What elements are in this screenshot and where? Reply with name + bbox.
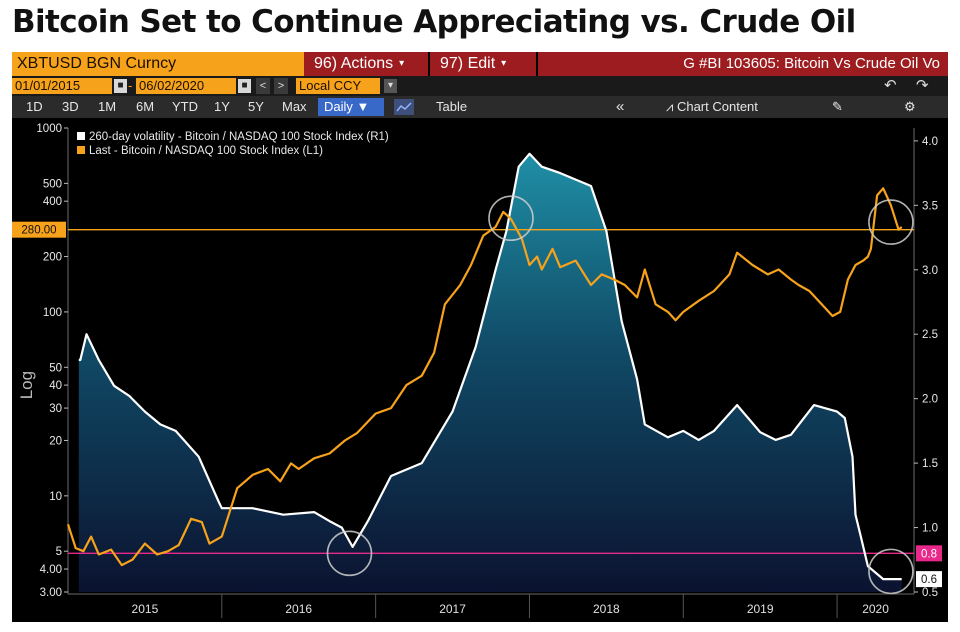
- prev-button[interactable]: <: [256, 78, 270, 94]
- right-tick-label: 1.0: [922, 523, 938, 535]
- command-bar: XBTUSD BGN Curncy 96) Actions ▾ 97) Edit ▾…: [12, 52, 948, 76]
- graph-title: G #BI 103605: Bitcoin Vs Crude Oil Vo: [538, 52, 948, 76]
- chart-content-label: Chart Content: [676, 99, 758, 114]
- left-tick-label: 30: [49, 403, 62, 415]
- collapse-button[interactable]: «: [616, 98, 625, 115]
- legend-label: 260-day volatility - Bitcoin / NASDAQ 10…: [89, 131, 389, 143]
- left-tick-label: 400: [43, 196, 62, 208]
- line-chart-icon[interactable]: [394, 99, 414, 115]
- left-tick-label: 10: [49, 491, 62, 503]
- right-tick-label: 2.0: [922, 394, 938, 406]
- reference-badge: [12, 221, 66, 238]
- left-tick-label: 20: [49, 435, 62, 447]
- chart-area: 280.000.80.6 2015 2016 2017 2018 2019 2020100…: [12, 123, 942, 618]
- edit-pencil-icon[interactable]: ✎: [832, 99, 843, 114]
- axes: 2015 2016 2017 2018 2019 20201000500400200100…: [17, 123, 938, 616]
- right-tick-label: 4.0: [922, 136, 938, 148]
- legend-box: [72, 128, 490, 164]
- circle-annotations: [326, 195, 914, 595]
- table-button[interactable]: Table: [436, 99, 468, 114]
- period-6m[interactable]: 6M: [136, 99, 155, 114]
- period-ytd[interactable]: YTD: [172, 99, 198, 114]
- series-line-volatility: [78, 152, 902, 581]
- right-tick-label: 1.5: [922, 458, 938, 470]
- period-1d[interactable]: 1D: [26, 99, 43, 114]
- frequency-label: Daily: [324, 99, 353, 114]
- circle-annotation: [326, 530, 373, 577]
- left-tick-label: 200: [43, 252, 62, 264]
- left-tick-label: 40: [49, 380, 62, 392]
- ticker-field[interactable]: XBTUSD BGN Curncy: [12, 52, 304, 76]
- left-axis-label: Log: [17, 371, 36, 399]
- x-tick-label: 2018: [593, 602, 620, 616]
- actions-menu[interactable]: 96) Actions ▾: [304, 52, 428, 76]
- redo-icon[interactable]: ↷: [916, 77, 929, 94]
- circle-annotation: [488, 195, 534, 242]
- right-tick-label: 0.5: [922, 587, 938, 599]
- calendar-icon[interactable]: ■: [238, 79, 251, 93]
- date-range-bar: 01/01/2015 ■ - 06/02/2020 ■ < > Local CC…: [12, 76, 948, 96]
- right-tick-label: 2.5: [922, 329, 938, 341]
- right-tick-label: 3.0: [922, 265, 938, 277]
- right-tick-label: 3.5: [922, 200, 938, 212]
- circle-annotation: [868, 548, 914, 595]
- chevron-down-icon[interactable]: ▾: [384, 79, 397, 93]
- legend: 260-day volatility - Bitcoin / NASDAQ 10…: [72, 128, 490, 164]
- last-value-badge: [916, 571, 942, 588]
- next-button[interactable]: >: [274, 78, 288, 94]
- x-tick-label: 2015: [132, 602, 159, 616]
- period-1y[interactable]: 1Y: [214, 99, 230, 114]
- left-tick-label: 3.00: [40, 587, 62, 599]
- x-tick-label: 2019: [747, 602, 774, 616]
- gear-icon[interactable]: ⚙: [904, 99, 916, 114]
- left-tick-label: 4.00: [40, 564, 62, 576]
- reference-label: 0.8: [921, 548, 937, 560]
- volatility-area: [78, 153, 902, 593]
- last-value-label: 0.6: [921, 574, 937, 586]
- left-tick-label: 100: [43, 307, 62, 319]
- chevron-down-icon: ▾: [501, 58, 507, 69]
- currency-select[interactable]: Local CCY: [296, 78, 380, 94]
- frequency-select[interactable]: Daily ▼: [318, 98, 384, 116]
- left-tick-label: 1000: [36, 123, 62, 135]
- chevron-down-icon: ▾: [399, 58, 405, 69]
- left-tick-label: 50: [49, 362, 62, 374]
- chart-content-button[interactable]: ⩘ Chart Content: [666, 96, 758, 118]
- chart-icon: ⩘: [666, 99, 677, 114]
- period-max[interactable]: Max: [282, 99, 307, 114]
- bloomberg-terminal: XBTUSD BGN Curncy 96) Actions ▾ 97) Edit ▾…: [12, 52, 948, 622]
- x-tick-label: 2016: [285, 602, 312, 616]
- series-line-bitcoin-nasdaq: [66, 187, 903, 567]
- reference-badge: [916, 545, 942, 562]
- date-separator: -: [128, 78, 133, 93]
- period-5y[interactable]: 5Y: [248, 99, 264, 114]
- currency-label: Local CCY: [299, 78, 362, 93]
- legend-swatch: [77, 132, 85, 140]
- reference-label: 280.00: [21, 225, 56, 237]
- x-tick-label: 2020: [862, 602, 889, 616]
- edit-menu[interactable]: 97) Edit ▾: [430, 52, 536, 76]
- left-tick-label: 500: [43, 178, 62, 190]
- undo-icon[interactable]: ↶: [884, 77, 897, 94]
- edit-label: 97) Edit: [440, 55, 496, 73]
- start-date-field[interactable]: 01/01/2015: [12, 78, 112, 94]
- period-1m[interactable]: 1M: [98, 99, 117, 114]
- left-tick-label: 5: [56, 546, 62, 558]
- legend-label: Last - Bitcoin / NASDAQ 100 Stock Index …: [89, 145, 323, 157]
- legend-swatch: [77, 146, 85, 154]
- headline: Bitcoin Set to Continue Appreciating vs.…: [12, 4, 856, 40]
- period-3d[interactable]: 3D: [62, 99, 79, 114]
- circle-annotation: [868, 199, 914, 245]
- x-tick-label: 2017: [439, 602, 466, 616]
- period-bar: 1D 3D 1M 6M YTD 1Y 5Y Max Daily ▼ Table …: [12, 96, 948, 118]
- calendar-icon[interactable]: ■: [114, 79, 127, 93]
- end-date-field[interactable]: 06/02/2020: [136, 78, 236, 94]
- actions-label: 96) Actions: [314, 55, 394, 73]
